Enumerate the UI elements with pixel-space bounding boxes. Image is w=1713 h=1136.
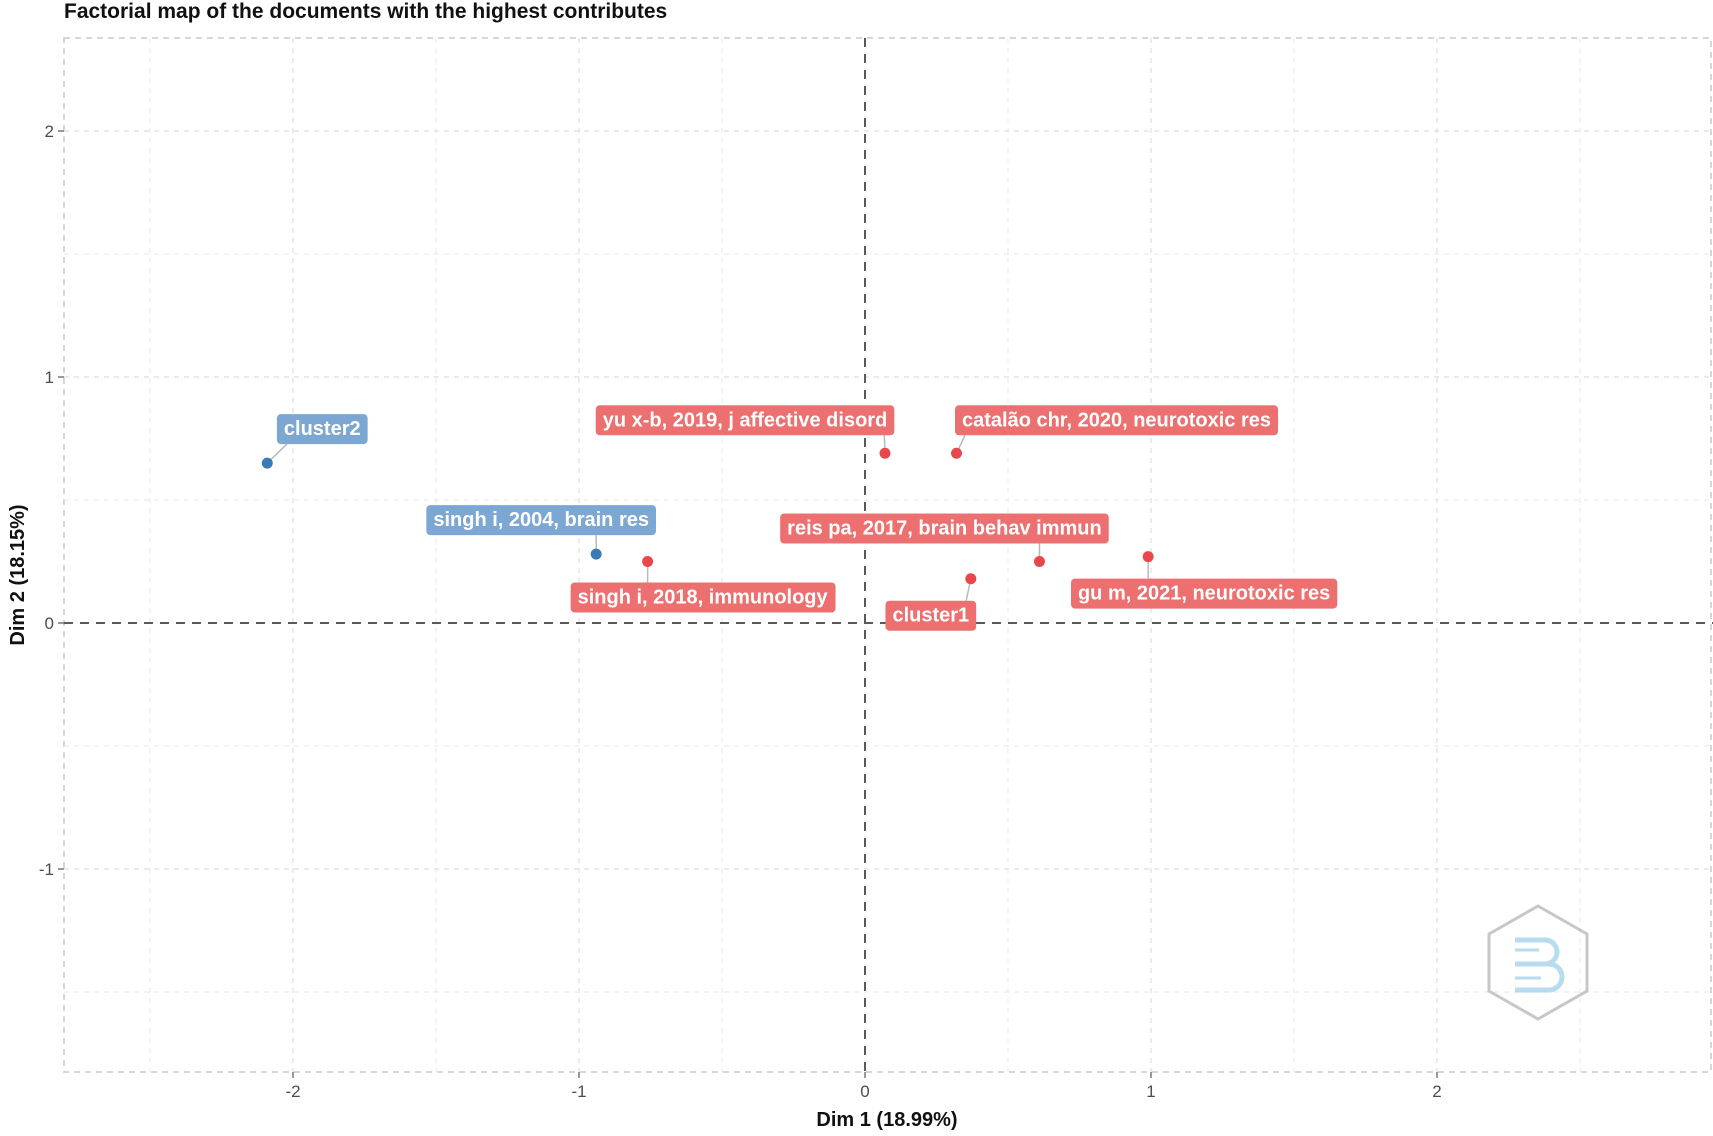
point-label-text: singh i, 2004, brain res: [433, 509, 649, 531]
point-label: cluster1: [885, 600, 977, 631]
panel-border: [63, 37, 1712, 1073]
point-label-box: [780, 513, 1109, 544]
reference-lines: [64, 38, 1713, 1072]
x-tick-label: 1: [1146, 1082, 1155, 1101]
point-label-box: [570, 582, 836, 613]
point-label: gu m, 2021, neurotoxic res: [1070, 578, 1338, 609]
point-label-text: yu x-b, 2019, j affective disord: [603, 409, 888, 431]
point-label-text: gu m, 2021, neurotoxic res: [1078, 583, 1330, 605]
x-tick-label: -2: [285, 1082, 300, 1101]
y-tick-label: 0: [45, 614, 54, 633]
point-label-box: [426, 505, 656, 536]
point-label-text: cluster1: [892, 605, 969, 627]
grid-layer: [63, 37, 1713, 1073]
point-label: catalão chr, 2020, neurotoxic res: [954, 405, 1279, 436]
data-point: [642, 556, 654, 567]
bibliometrix-logo: [1487, 904, 1589, 1021]
x-tick-label: -1: [571, 1082, 586, 1101]
point-label-text: reis pa, 2017, brain behav immun: [787, 518, 1102, 540]
y-axis-title: Dim 2 (18.15%): [7, 504, 29, 645]
data-points: [261, 447, 1154, 585]
chart-title: Factorial map of the documents with the …: [64, 0, 668, 23]
point-labels: cluster2 singh i, 2004, brain res singh i,…: [276, 405, 1338, 631]
point-label: singh i, 2018, immunology: [570, 582, 836, 613]
data-point: [1142, 551, 1154, 563]
data-point: [261, 457, 273, 469]
point-label-text: singh i, 2018, immunology: [578, 587, 829, 609]
point-label-box: [885, 600, 977, 631]
data-point: [965, 573, 977, 585]
point-label-text: catalão chr, 2020, neurotoxic res: [962, 409, 1271, 431]
x-axis-title: Dim 1 (18.99%): [816, 1109, 957, 1131]
data-point: [879, 447, 891, 459]
y-tick-label: 1: [45, 368, 54, 387]
point-label: singh i, 2004, brain res: [426, 505, 656, 536]
data-point: [590, 548, 602, 560]
point-label-text: cluster2: [284, 418, 361, 440]
point-label: reis pa, 2017, brain behav immun: [780, 513, 1109, 544]
y-tick-label: -1: [39, 860, 54, 879]
point-label-box: [954, 405, 1279, 436]
tick-labels: -2 -1 0 1 2 -1 0 1 2: [39, 122, 1442, 1101]
point-label-box: [276, 414, 368, 445]
point-label-box: [1070, 578, 1338, 609]
x-tick-label: 2: [1432, 1082, 1441, 1101]
data-point: [951, 447, 963, 459]
point-label: yu x-b, 2019, j affective disord: [595, 405, 895, 436]
point-label-box: [595, 405, 895, 436]
x-tick-label: 0: [860, 1082, 869, 1101]
data-point: [1033, 556, 1045, 567]
point-label: cluster2: [276, 414, 368, 445]
y-tick-label: 2: [45, 122, 54, 141]
